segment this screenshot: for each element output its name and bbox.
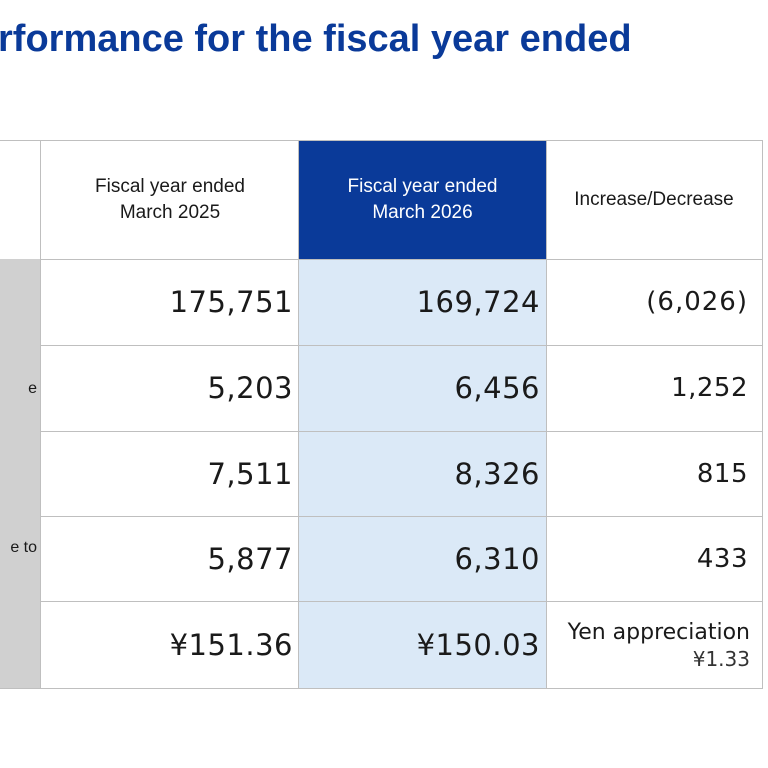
cell-change: 1,252	[671, 373, 748, 403]
cell-fy2025: 5,203	[207, 371, 293, 405]
grid-line	[41, 345, 762, 346]
grid-line	[41, 259, 762, 260]
row-label-fragment: e	[28, 380, 37, 397]
cell-change: 815	[696, 458, 748, 489]
cell-fy2026: ¥150.03	[299, 602, 546, 688]
cell-fy2026: 169,724	[299, 259, 546, 345]
grid-line	[762, 140, 763, 689]
grid-line	[0, 688, 762, 689]
grid-line	[41, 601, 762, 602]
row-label-fragment: e to	[10, 539, 37, 556]
grid-line	[41, 516, 762, 517]
cell-change: (6,026)	[646, 287, 748, 317]
grid-line	[40, 140, 41, 689]
grid-line	[41, 431, 762, 432]
grid-line	[0, 140, 762, 141]
cell-fy2026: 6,456	[299, 345, 546, 431]
grid-line	[298, 140, 299, 689]
header-fy2025: Fiscal year ended March 2025	[95, 176, 245, 223]
page-title: rformance for the fiscal year ended	[0, 18, 632, 60]
cell-change: Yen appreciation ¥1.33	[546, 602, 762, 688]
header-change: Increase/Decrease	[574, 189, 734, 210]
cell-fy2026: 8,326	[299, 431, 546, 516]
header-fy2026: Fiscal year ended March 2026	[299, 141, 546, 259]
row-label-column: e e to	[0, 259, 41, 688]
change-value: ¥1.33	[692, 647, 750, 671]
cell-fy2025: 7,511	[207, 456, 293, 491]
change-note: Yen appreciation	[567, 620, 750, 645]
cell-fy2025: ¥151.36	[169, 628, 293, 662]
cell-fy2025: 5,877	[207, 542, 293, 576]
cell-fy2026: 6,310	[299, 516, 546, 602]
cell-fy2025: 175,751	[169, 285, 293, 319]
cell-change: 433	[696, 544, 748, 574]
grid-line	[546, 140, 547, 689]
